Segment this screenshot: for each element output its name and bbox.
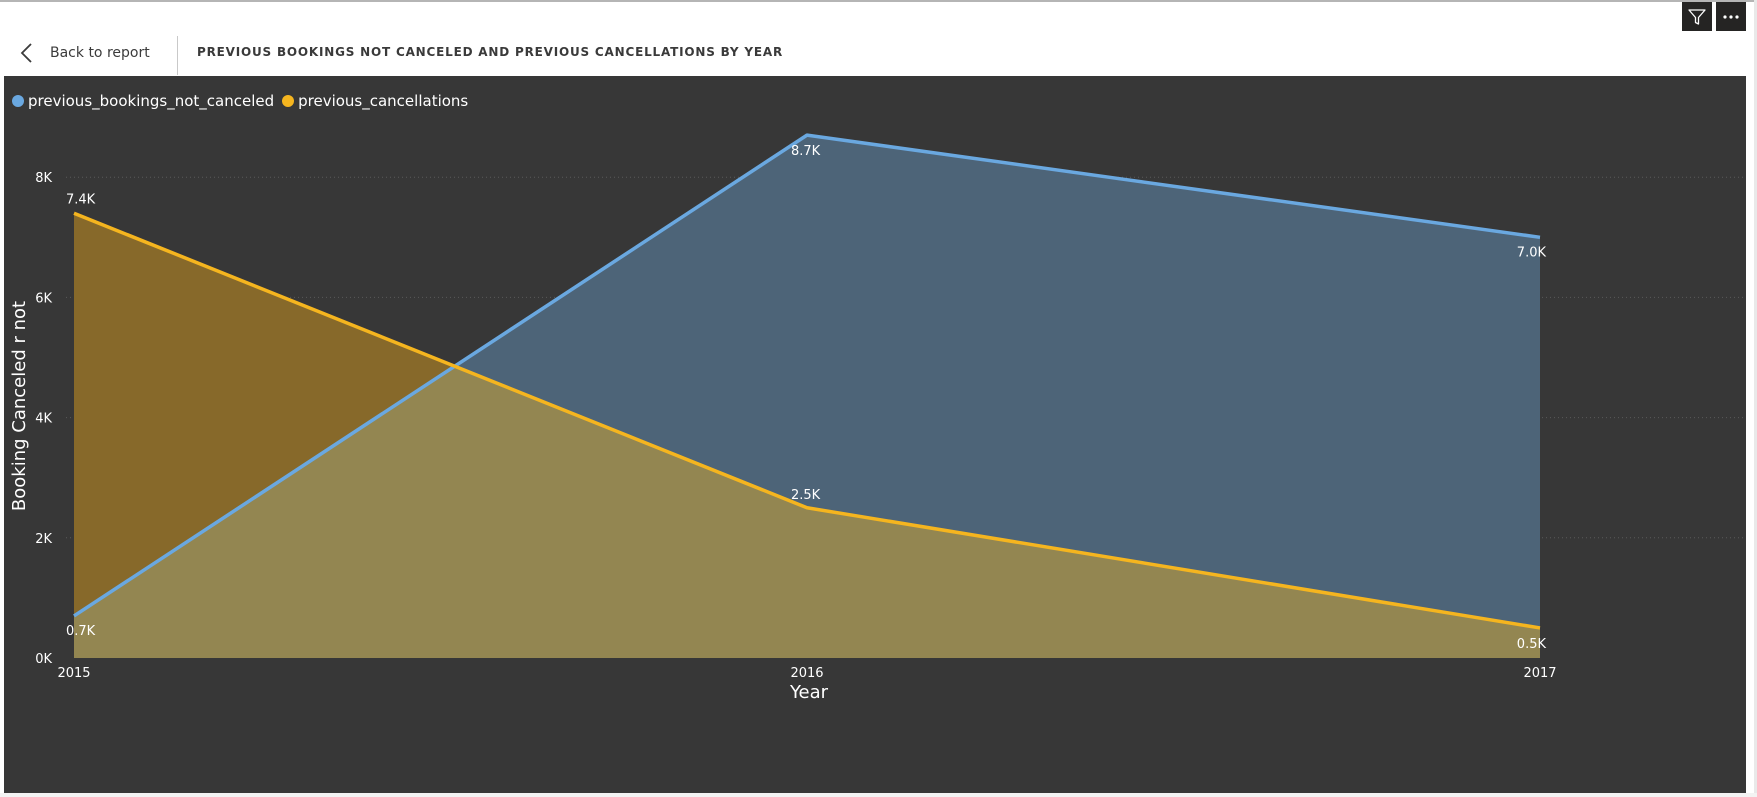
y-tick-label: 2K [35,532,52,547]
chevron-left-icon [20,43,32,63]
data-label-bookings-2015: 0.7K [66,624,96,639]
chart-area: previous_bookings_not_canceled previous_… [4,76,1746,793]
filter-icon [1688,8,1706,25]
window-bottom-border [0,793,1757,797]
legend-item-bookings-not-canceled[interactable]: previous_bookings_not_canceled [12,92,274,110]
y-tick-label: 6K [35,291,52,306]
page-title: PREVIOUS BOOKINGS NOT CANCELED AND PREVI… [197,45,783,59]
data-label-bookings-2016: 8.7K [791,144,821,159]
y-tick-label: 4K [35,412,52,427]
y-tick-label: 0K [35,652,52,667]
line-previous-cancellations [73,211,1541,630]
header-divider [177,36,178,75]
visual-header: Back to report PREVIOUS BOOKINGS NOT CAN… [0,2,1746,76]
back-to-report-button[interactable]: Back to report [20,38,150,68]
chart-legend: previous_bookings_not_canceled previous_… [12,92,476,110]
legend-label-bookings-not-canceled: previous_bookings_not_canceled [28,92,275,110]
data-labels: 0.7K 8.7K 7.0K 7.4K 2.5K 0.5K [66,144,1546,652]
more-options-icon [1723,14,1739,19]
area-chart: 0.7K 8.7K 7.0K 7.4K 2.5K 0.5K Year Booking Ca… [9,133,1746,703]
legend-item-cancellations[interactable]: previous_cancellations [282,92,468,110]
data-label-bookings-2017: 7.0K [1517,245,1547,260]
filter-button[interactable] [1682,2,1712,31]
x-tick-label: 2016 [790,666,823,681]
x-axis-title: Year [789,682,829,703]
back-to-report-label: Back to report [50,45,150,61]
window-right-border [1754,0,1757,797]
series-areas [74,135,1540,658]
more-options-button[interactable] [1716,2,1746,31]
data-label-cancellations-2015: 7.4K [66,192,96,207]
series-lines [73,133,1541,630]
y-axis-title: Booking Canceled r not [9,301,30,511]
data-label-cancellations-2017: 0.5K [1517,637,1547,652]
area-overlap [74,366,1540,658]
y-tick-label: 8K [35,171,52,186]
axes: Year Booking Canceled r not 0K 2K 4K 6K 8K 20… [9,171,1557,703]
x-tick-label: 2015 [57,666,90,681]
legend-dot-yellow [282,95,295,107]
window-top-border [0,0,1757,2]
legend-label-cancellations: previous_cancellations [298,92,469,110]
x-tick-label: 2017 [1523,666,1556,681]
legend-dot-blue [12,95,24,107]
line-previous-bookings-not-canceled [73,133,1541,618]
data-label-cancellations-2016: 2.5K [791,488,821,503]
